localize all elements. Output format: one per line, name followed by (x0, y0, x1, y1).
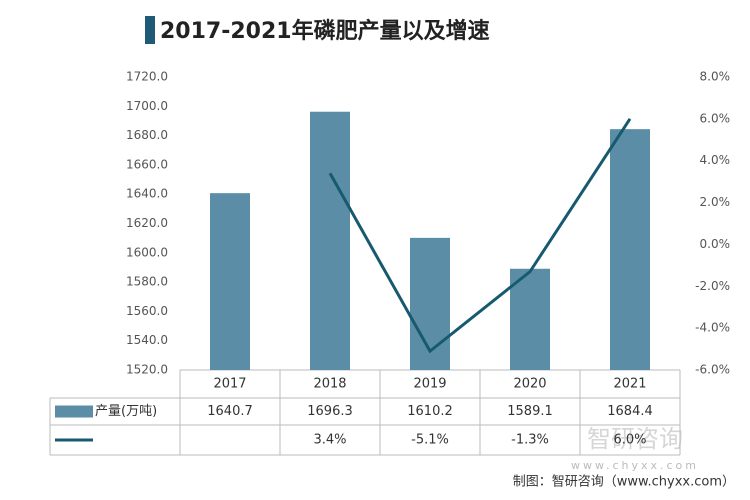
y-tick-label: 1700.0 (126, 99, 168, 113)
x-tick-label: 2020 (513, 377, 546, 392)
bar (410, 237, 450, 370)
watermark: 智研咨询 (587, 425, 683, 453)
x-tick-label: 2021 (613, 377, 646, 392)
y-tick-label: 1580.0 (126, 275, 168, 289)
y2-tick-label: -2.0% (695, 279, 730, 293)
x-tick-label: 2019 (413, 377, 446, 392)
table-value: 1684.4 (607, 404, 653, 419)
table-value: 3.4% (313, 433, 346, 448)
y-tick-label: 1560.0 (126, 304, 168, 318)
bar (210, 193, 250, 370)
y2-tick-label: 0.0% (700, 237, 731, 251)
y-tick-label: 1660.0 (126, 157, 168, 171)
table-value: 1696.3 (307, 404, 353, 419)
table-value: -5.1% (411, 433, 449, 448)
chart-title: 2017-2021年磷肥产量以及增速 (160, 18, 490, 44)
source: 制图：智研咨询（www.chyxx.com） (513, 475, 735, 490)
table-value: 1610.2 (407, 404, 453, 419)
x-tick-label: 2018 (313, 377, 346, 392)
y2-tick-label: 8.0% (700, 70, 731, 84)
legend-label: 产量(万吨) (95, 404, 157, 419)
y-tick-label: 1720.0 (126, 70, 168, 84)
y2-tick-label: 6.0% (700, 111, 731, 125)
y2-tick-label: 4.0% (700, 153, 731, 167)
title-accent (145, 16, 155, 44)
y-tick-label: 1520.0 (126, 363, 168, 377)
watermark-url: www.chyxx.com (571, 459, 699, 472)
bar (510, 268, 550, 370)
table-value: -1.3% (511, 433, 549, 448)
line (328, 118, 632, 354)
legend-swatch (55, 405, 93, 418)
y-tick-label: 1640.0 (126, 187, 168, 201)
y-tick-label: 1600.0 (126, 245, 168, 259)
bar (610, 129, 650, 370)
y2-tick-label: 2.0% (700, 195, 731, 209)
y-tick-label: 1540.0 (126, 333, 168, 347)
y-tick-label: 1620.0 (126, 216, 168, 230)
x-tick-label: 2017 (213, 377, 246, 392)
y2-tick-label: -4.0% (695, 321, 730, 335)
y-tick-label: 1680.0 (126, 128, 168, 142)
table-value: 1589.1 (507, 404, 553, 419)
y2-tick-label: -6.0% (695, 363, 730, 377)
table-value: 6.0% (613, 433, 646, 448)
bar (310, 111, 350, 371)
table-value: 1640.7 (207, 404, 253, 419)
